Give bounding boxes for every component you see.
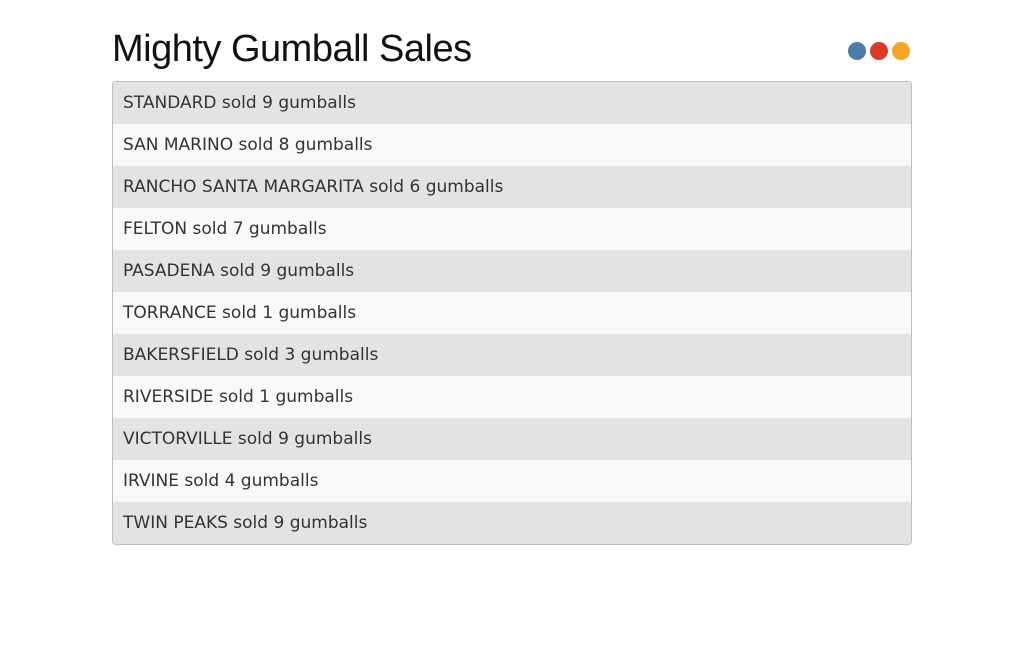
sales-list-item: PASADENA sold 9 gumballs xyxy=(113,250,911,292)
page-title: Mighty Gumball Sales xyxy=(112,28,472,70)
sales-list-item: TWIN PEAKS sold 9 gumballs xyxy=(113,502,911,544)
sales-list-item: VICTORVILLE sold 9 gumballs xyxy=(113,418,911,460)
sales-list-item: RANCHO SANTA MARGARITA sold 6 gumballs xyxy=(113,166,911,208)
blue-dot-icon xyxy=(848,42,866,60)
gumball-dots xyxy=(848,42,910,60)
sales-list-item: SAN MARINO sold 8 gumballs xyxy=(113,124,911,166)
red-dot-icon xyxy=(870,42,888,60)
sales-list-item: RIVERSIDE sold 1 gumballs xyxy=(113,376,911,418)
sales-list: STANDARD sold 9 gumballs SAN MARINO sold… xyxy=(112,81,912,545)
sales-list-item: FELTON sold 7 gumballs xyxy=(113,208,911,250)
sales-list-item: BAKERSFIELD sold 3 gumballs xyxy=(113,334,911,376)
page-header: Mighty Gumball Sales xyxy=(112,24,912,80)
orange-dot-icon xyxy=(892,42,910,60)
sales-list-item: TORRANCE sold 1 gumballs xyxy=(113,292,911,334)
sales-list-item: STANDARD sold 9 gumballs xyxy=(113,82,911,124)
sales-list-item: IRVINE sold 4 gumballs xyxy=(113,460,911,502)
